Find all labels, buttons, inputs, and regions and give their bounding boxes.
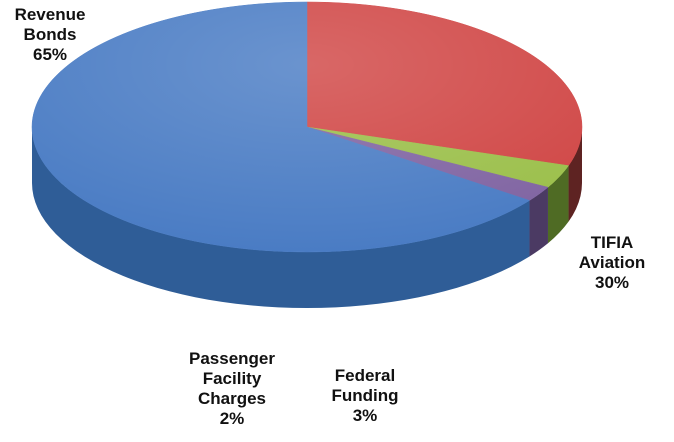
label-federal-funding: Federal Funding 3% [331, 366, 398, 425]
pie-highlight [32, 2, 582, 252]
pie-tops [32, 2, 582, 252]
label-revenue-bonds: Revenue Bonds 65% [15, 5, 86, 64]
label-tifia-aviation: TIFIA Aviation 30% [579, 233, 645, 292]
label-passenger-facility-charges: Passenger Facility Charges 2% [189, 349, 275, 428]
